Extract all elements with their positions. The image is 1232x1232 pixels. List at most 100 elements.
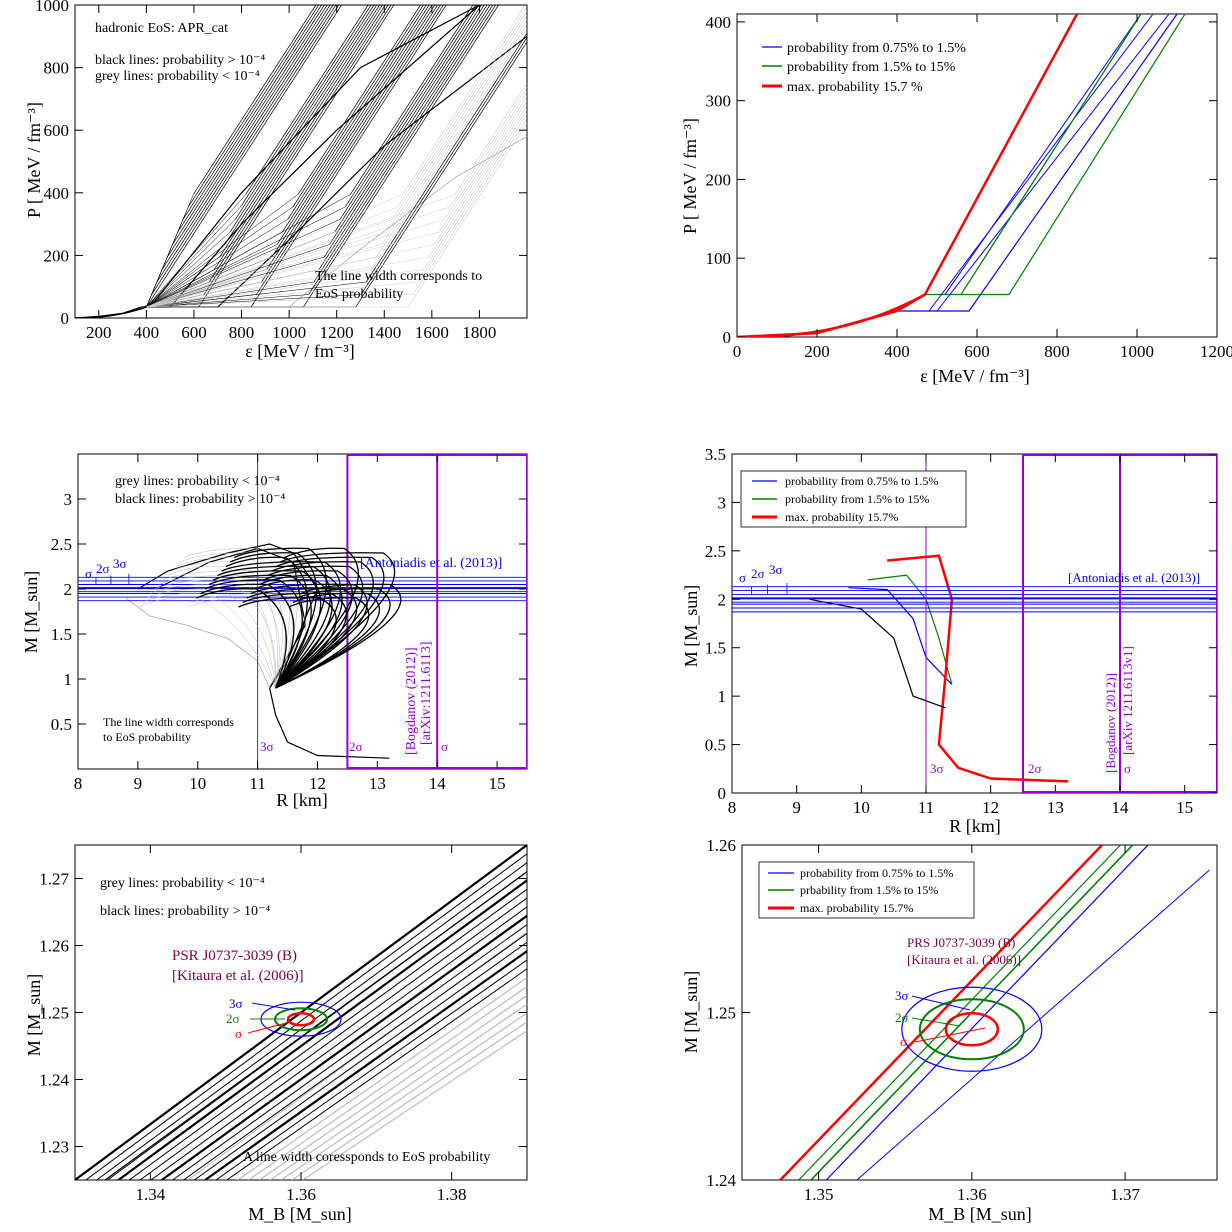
p3-plot-area bbox=[78, 454, 527, 769]
p6-label-sigma: σ bbox=[900, 1034, 907, 1049]
p6-xtick-label: 1.36 bbox=[957, 1185, 987, 1204]
p1-eos-line bbox=[287, 5, 427, 220]
p3-mr-curve bbox=[213, 570, 322, 689]
p3-mr-curve bbox=[275, 588, 391, 689]
p3-ytick-label: 1.5 bbox=[51, 625, 72, 644]
p1-eos-line bbox=[392, 10, 527, 220]
p4-ticks: 8 9 10 11 12 13 14 15 0 0.5 1 1.5 2 2.5 3 3.5 bbox=[705, 445, 1217, 817]
p4-sigma-3: 3σ bbox=[769, 562, 783, 577]
p3-mr-curve bbox=[275, 597, 370, 689]
p1-eos-line bbox=[198, 5, 395, 308]
p4-bogdanov-sigma-3: 3σ bbox=[930, 761, 944, 776]
p1-eos-line bbox=[245, 5, 369, 195]
p5-label-3sigma: 3σ bbox=[229, 996, 243, 1011]
p4-series-2-line bbox=[887, 554, 1069, 783]
p3-mr-curve bbox=[150, 584, 277, 689]
p1-eos-plateau bbox=[146, 219, 445, 308]
p6-mbm-line bbox=[856, 869, 1210, 1180]
p1-annotation-black: black lines: probability > 10⁻⁴ bbox=[95, 53, 265, 68]
p6-psr-ellipse-1sigma bbox=[944, 1012, 1000, 1047]
p6-xtick-label: 1.37 bbox=[1110, 1185, 1140, 1204]
p6-annotation-psr: PRS J0737-3039 (B) bbox=[907, 935, 1015, 950]
p6-ytick-label: 1.24 bbox=[706, 1171, 736, 1190]
p1-eos-plateau bbox=[146, 244, 226, 308]
p1-eos-line bbox=[292, 5, 424, 208]
p5-label-sigma: σ bbox=[235, 1026, 242, 1041]
p6-label-3sigma: 3σ bbox=[895, 988, 909, 1003]
p2-polytrope-curve bbox=[737, 293, 926, 337]
p6-series-0-line bbox=[825, 845, 1149, 1180]
panel-1: 200 400 600 800 1000 1200 1400 1600 1800 0 200 400 6… bbox=[24, 0, 528, 361]
p3-annotation-bogdanov: [Bogdanov (2012)] bbox=[404, 647, 419, 755]
p4-legend: probability from 0.75% to 1.5% probabili… bbox=[740, 470, 967, 528]
p6-series-2-line bbox=[779, 845, 1104, 1180]
p5-ytick-label: 1.24 bbox=[39, 1071, 69, 1090]
p5-mbm-line bbox=[107, 871, 527, 1180]
p1-eos-line bbox=[219, 5, 383, 258]
p1-xtick-label: 1000 bbox=[272, 323, 306, 342]
p3-mr-curve bbox=[275, 547, 359, 689]
p3-xtick-label: 15 bbox=[489, 774, 506, 793]
p3-mr-curve bbox=[275, 583, 402, 689]
p1-eos-plateau bbox=[146, 244, 435, 308]
p1-eos-plateau bbox=[146, 294, 361, 308]
p3-xtick-label: 11 bbox=[249, 774, 265, 793]
p1-eos-line bbox=[308, 5, 496, 295]
p1-ticks: 200 400 600 800 1000 1200 1400 1600 1800 0 200 400 6… bbox=[35, 0, 527, 342]
p1-eos-line bbox=[376, 24, 527, 258]
p1-xtick-label: 1400 bbox=[367, 323, 401, 342]
p3-sigma-2: 2σ bbox=[96, 561, 110, 576]
p1-eos-line bbox=[350, 5, 474, 195]
p6-legend-label-1: probability from 0.75% to 1.5% bbox=[800, 866, 953, 880]
p1-eos-line bbox=[428, 105, 527, 258]
p3-mr-curve bbox=[196, 588, 287, 689]
p6-label-2sigma: 2σ bbox=[895, 1010, 909, 1025]
p4-bogdanov-sigma-1: σ bbox=[1124, 761, 1131, 776]
p5-annotation-kitaura: [Kitaura et al. (2006)] bbox=[172, 968, 304, 984]
p1-eos-line bbox=[360, 37, 527, 295]
p1-eos-line bbox=[240, 5, 372, 208]
p3-xtick-label: 12 bbox=[309, 774, 326, 793]
p3-ytick-label: 2 bbox=[64, 580, 73, 599]
p1-xtick-label: 1600 bbox=[415, 323, 449, 342]
p2-xtick-label: 0 bbox=[733, 342, 742, 361]
p5-mbm-line bbox=[183, 933, 527, 1180]
p5-mbm-line bbox=[150, 906, 527, 1180]
p1-eos-line bbox=[355, 41, 527, 308]
p6-xtick-label: 1.35 bbox=[804, 1185, 834, 1204]
p5-ytick-label: 1.23 bbox=[39, 1138, 69, 1157]
p5-mbm-line bbox=[280, 1012, 527, 1180]
p3-annotation-black: black lines: probability > 10⁻⁴ bbox=[115, 492, 285, 507]
p1-eos-plateau bbox=[146, 294, 414, 308]
p1-eos-line bbox=[235, 5, 375, 220]
p6-sigma-pointer bbox=[911, 995, 971, 1011]
p2-ytick-label: 100 bbox=[706, 249, 732, 268]
p5-mbm-line bbox=[259, 994, 527, 1180]
p1-eos-line bbox=[297, 5, 421, 195]
p3-bogdanov-sigma-1: σ bbox=[441, 739, 448, 754]
p1-ytick-label: 600 bbox=[44, 121, 70, 140]
p2-eos-blue-line bbox=[944, 14, 1142, 295]
p1-eos-plateau bbox=[146, 206, 241, 308]
p1-eos-plateau bbox=[146, 231, 388, 308]
p1-polytrope-curve bbox=[75, 306, 147, 318]
p1-ytick-label: 800 bbox=[44, 59, 70, 78]
p4-xtick-label: 14 bbox=[1112, 798, 1130, 817]
p3-mr-curve bbox=[259, 574, 343, 689]
p3-ytick-label: 1 bbox=[64, 670, 73, 689]
p4-bogdanov-sigma-2: 2σ bbox=[1028, 761, 1042, 776]
p1-xtick-label: 200 bbox=[86, 323, 112, 342]
p3-mr-curve bbox=[275, 592, 380, 689]
p1-eos-line bbox=[229, 5, 378, 233]
p1-eos-plateau bbox=[146, 269, 424, 308]
p4-xtick-label: 9 bbox=[792, 798, 801, 817]
p1-eos-plateau bbox=[146, 281, 419, 308]
p1-eos-plateau bbox=[146, 206, 294, 308]
p4-ytick-label: 1.5 bbox=[705, 639, 726, 658]
p6-legend-label-2: prbability from 1.5% to 15% bbox=[800, 883, 938, 897]
p2-ytick-label: 200 bbox=[706, 170, 732, 189]
p6-psr-ellipse-2sigma bbox=[918, 998, 1025, 1061]
p6-sigma-pointer bbox=[911, 1017, 961, 1027]
p1-xtick-label: 1800 bbox=[462, 323, 496, 342]
